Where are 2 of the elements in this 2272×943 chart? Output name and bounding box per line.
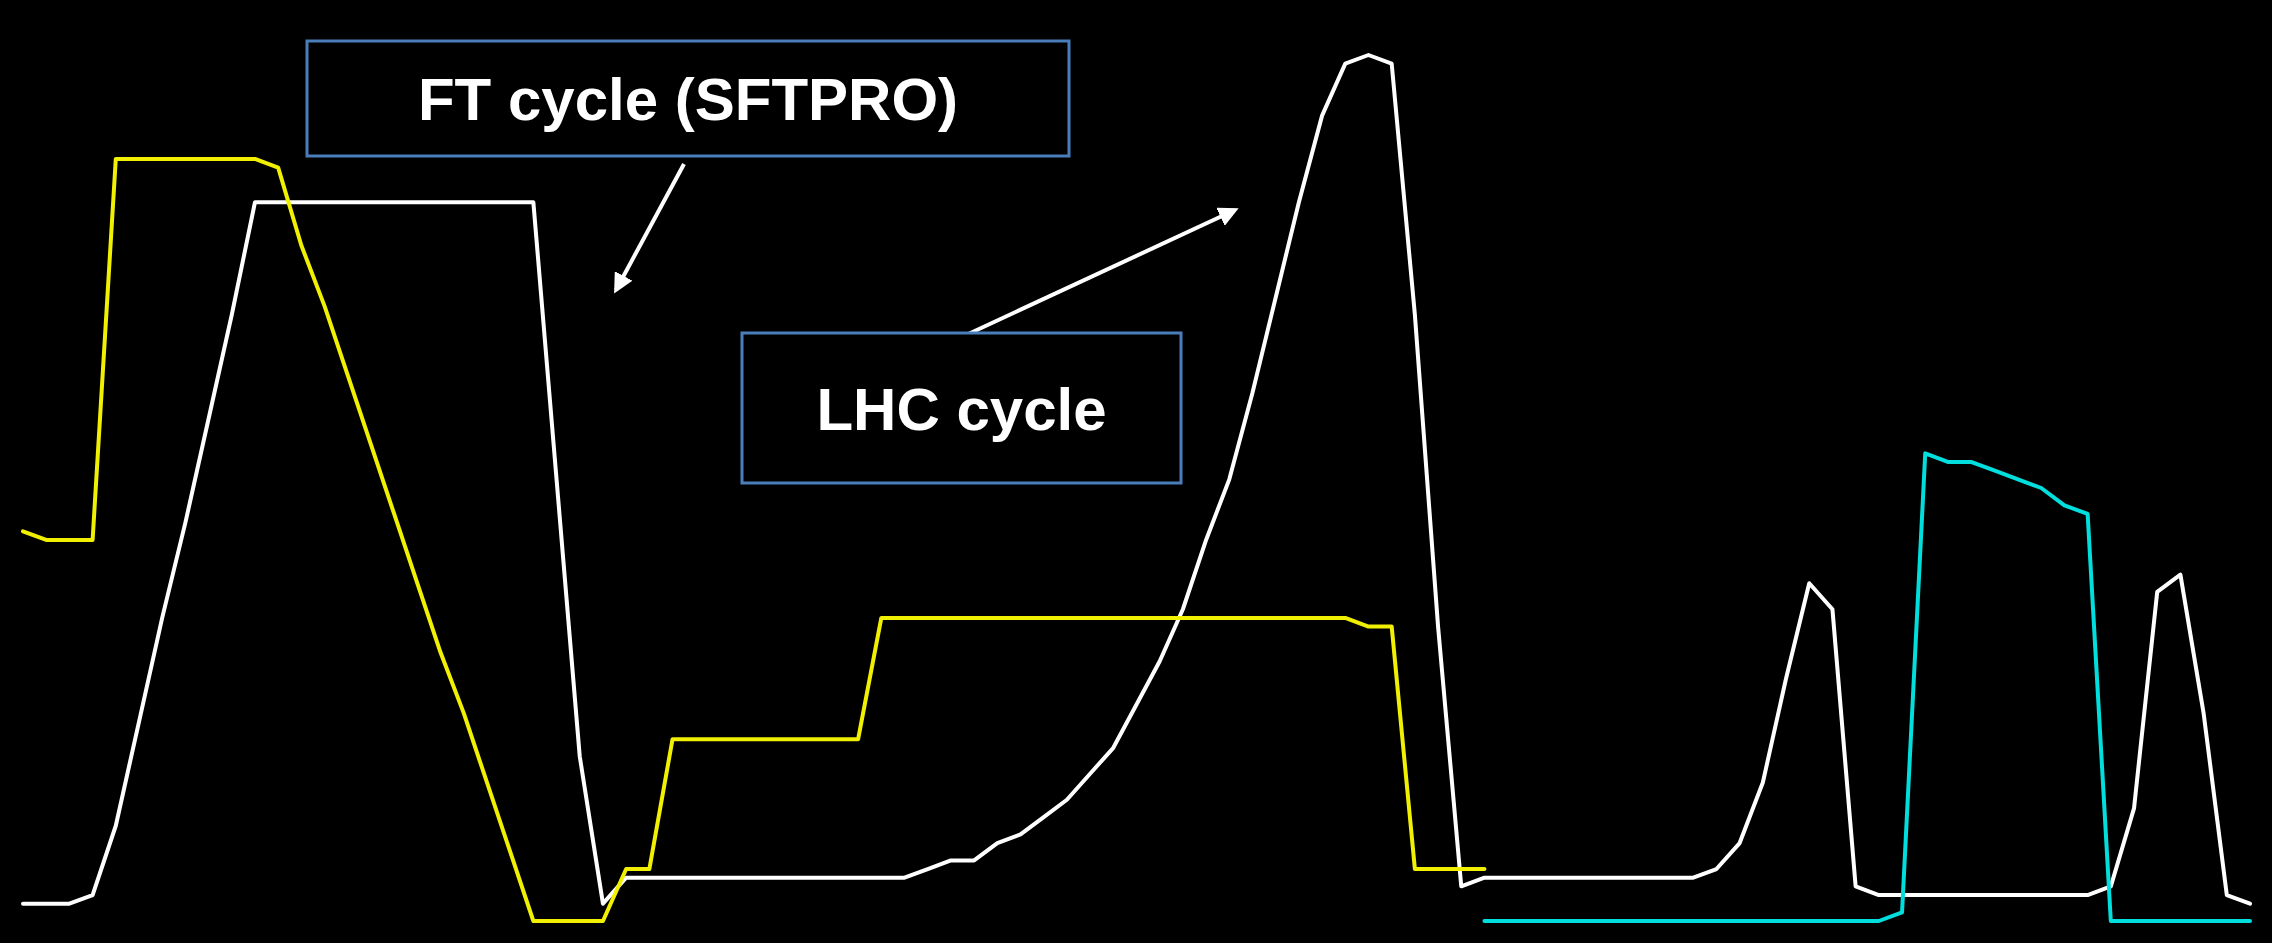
annotation: FT cycle (SFTPRO): [417, 66, 959, 134]
annotation: LHC cycle: [816, 375, 1107, 443]
